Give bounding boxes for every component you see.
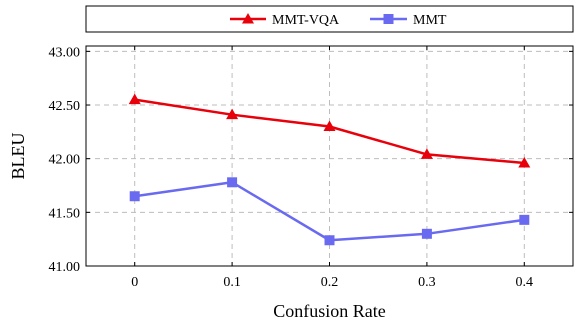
ticks: 0 0.1 0.2 0.3 0.4 41.00 41.50 42.00 42.50 43.00 [49, 45, 573, 290]
legend-marker [242, 13, 254, 24]
legend-item: MMT-VQA [230, 13, 340, 28]
x-axis-label: Confusion Rate [273, 301, 386, 321]
data-point [226, 108, 239, 120]
legend-marker [383, 14, 394, 24]
data-point [128, 93, 141, 105]
legend: MMT-VQA MMT [85, 5, 574, 33]
data-point [324, 235, 335, 246]
x-tick-label: 0.2 [321, 275, 339, 290]
y-tick-label: 42.00 [49, 153, 81, 168]
y-axis-label: BLEU [8, 133, 28, 180]
y-tick-label: 43.00 [49, 45, 81, 60]
legend-label: MMT [413, 13, 447, 28]
data-point [129, 191, 140, 202]
series-layer [128, 93, 531, 246]
legend-box [85, 5, 574, 33]
legend-item: MMT [370, 13, 447, 28]
y-tick-label: 41.50 [49, 206, 81, 221]
data-point [420, 148, 433, 159]
series-mmt-vqa [128, 93, 531, 168]
x-tick-label: 0.4 [516, 275, 534, 290]
x-tick-label: 0.3 [418, 275, 436, 290]
data-point [227, 177, 238, 188]
legend-label: MMT-VQA [272, 13, 340, 28]
y-tick-label: 42.50 [49, 99, 81, 114]
x-tick-label: 0.1 [223, 275, 241, 290]
y-tick-label: 41.00 [49, 260, 81, 275]
series-mmt [129, 177, 530, 246]
data-point [518, 156, 531, 168]
data-point [421, 228, 432, 239]
data-point [323, 120, 336, 131]
grid [86, 46, 573, 267]
data-point [519, 214, 530, 225]
x-tick-label: 0 [131, 275, 138, 290]
